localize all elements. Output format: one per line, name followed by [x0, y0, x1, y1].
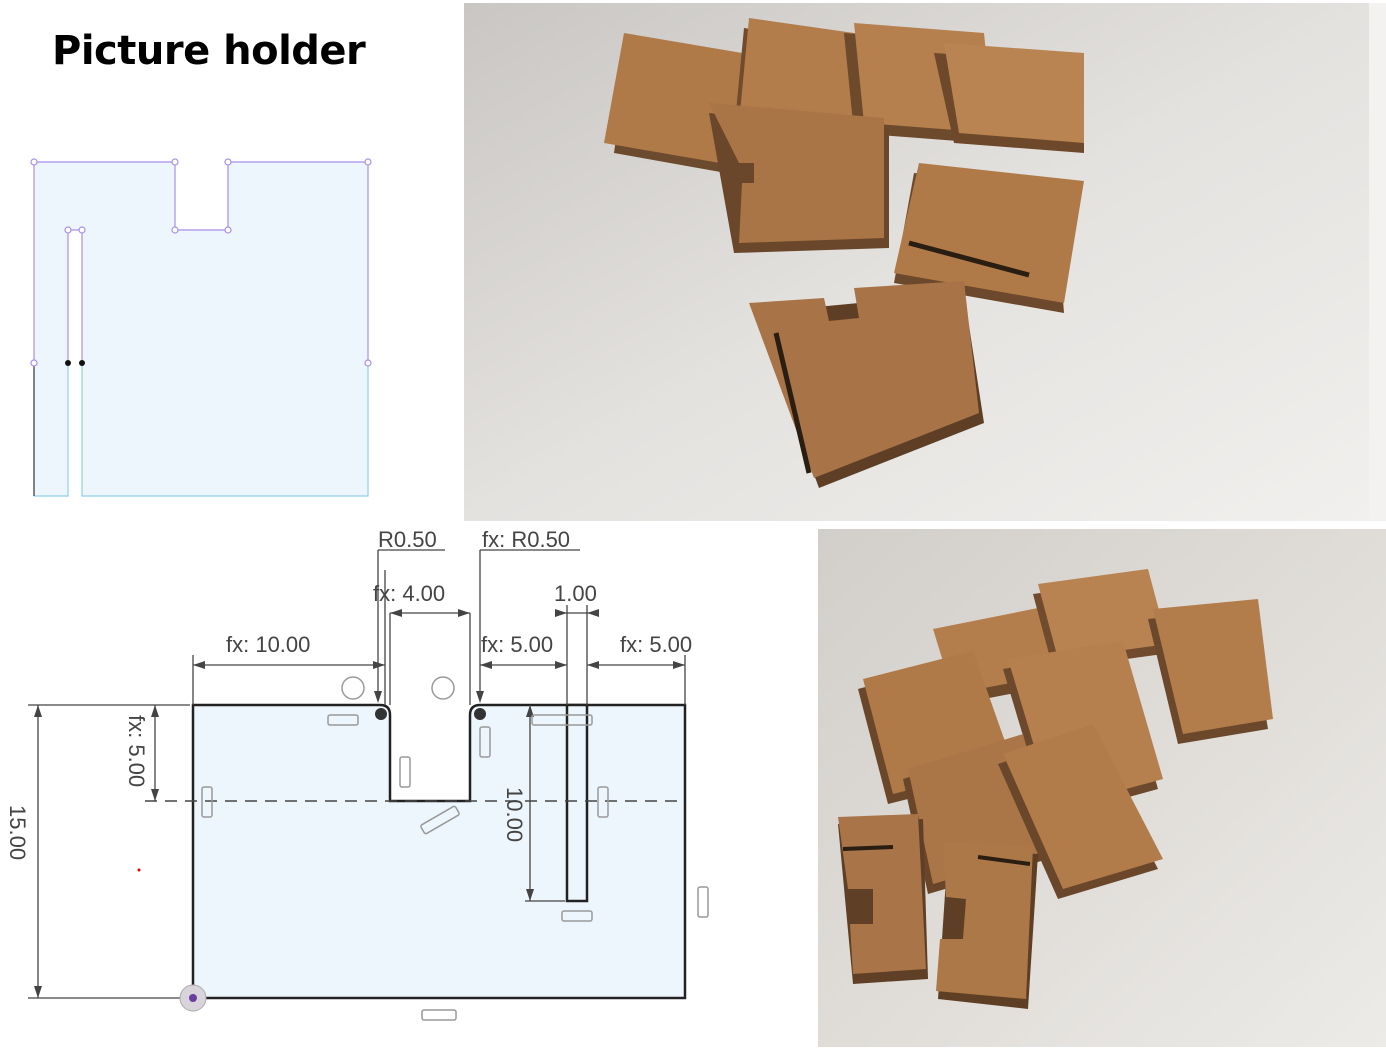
sketch-point-fixed — [65, 360, 71, 366]
profile-fill — [34, 162, 368, 496]
cardboard-piece — [1038, 569, 1168, 659]
slit-outline-upper — [67, 229, 83, 363]
cardboard-piece — [944, 43, 1084, 143]
profile-sketch-preview — [0, 140, 420, 520]
profile-outline-upper — [33, 161, 369, 363]
dim-slit-length: 10.00 — [502, 787, 527, 842]
profile-outline-lower-right — [81, 363, 369, 497]
profile-body — [191, 703, 687, 1000]
tangent-point — [474, 708, 486, 720]
origin-point-center — [189, 994, 197, 1002]
dimensioned-cad-sketch: R0.50 fx: R0.50 fx: 4.00 1.00 fx: 10.00 … — [0, 525, 760, 1050]
cardboard-piece — [894, 163, 1084, 303]
dim-slit-width: 1.00 — [554, 581, 597, 606]
dim-radius-right: fx: R0.50 — [482, 527, 570, 552]
slit-rect — [565, 703, 589, 903]
cardboard-piece — [749, 281, 979, 478]
dim-left-offset: fx: 10.00 — [226, 632, 310, 657]
cardboard-piece — [709, 103, 884, 243]
cardboard-piece — [838, 814, 926, 974]
dim-middle-offset: fx: 5.00 — [481, 632, 553, 657]
cardboard-piece — [1153, 599, 1273, 734]
cardboard-piece — [936, 841, 1033, 999]
sketch-point-fixed — [79, 360, 85, 366]
dim-slot-width: fx: 4.00 — [373, 581, 445, 606]
photo-cardboard-pieces-bottom — [818, 529, 1386, 1047]
page-title: Picture holder — [52, 28, 366, 74]
dim-slot-depth: fx: 5.00 — [124, 715, 149, 787]
tangent-point — [375, 708, 387, 720]
dim-radius-left: R0.50 — [378, 527, 437, 552]
photo-cardboard-pieces-top — [464, 3, 1386, 521]
sketch-points — [30, 158, 372, 367]
cardboard-piece — [1003, 724, 1163, 889]
dim-total-height: 15.00 — [5, 805, 30, 860]
stray-point — [137, 868, 141, 872]
dim-right-offset: fx: 5.00 — [620, 632, 692, 657]
profile-outline-lower-left — [34, 363, 69, 497]
